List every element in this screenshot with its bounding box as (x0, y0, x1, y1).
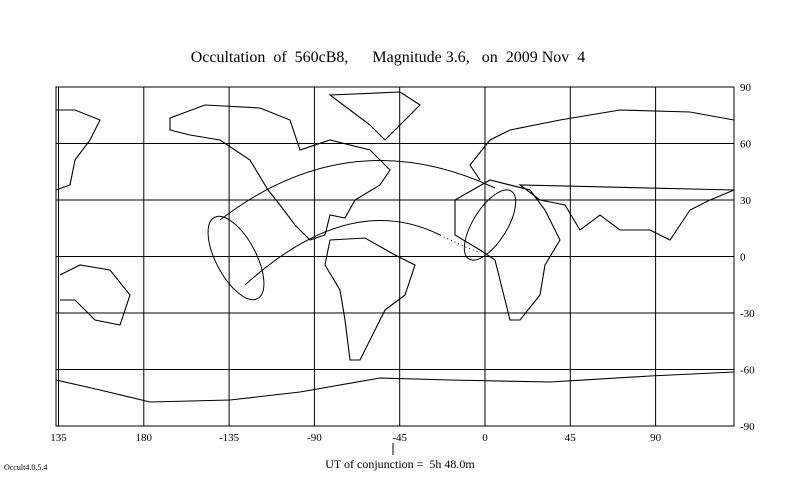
path-limit-north (219, 160, 496, 221)
path-limit-south (244, 220, 441, 286)
occultation-path (207, 160, 517, 301)
lon-tick-label: 180 (136, 432, 153, 444)
lat-tick-label: 60 (740, 139, 752, 151)
title: Occultation of 560cB8, Magnitude 3.6, on… (191, 49, 586, 66)
greenland (328, 91, 421, 141)
shadow-ellipse-start (207, 215, 265, 301)
conjunction-label: UT of conjunction = 5h 48.0m (325, 457, 475, 471)
lon-tick-label: -90 (307, 432, 322, 444)
lat-tick-label: -60 (740, 365, 755, 377)
antarctica (55, 371, 735, 403)
eurasia (469, 109, 735, 241)
south-america (324, 237, 416, 361)
lat-tick-label: -30 (740, 308, 755, 320)
lon-tick-label: 0 (482, 432, 488, 444)
north-america (169, 104, 391, 241)
lat-tick-label: -90 (740, 421, 755, 433)
grid (56, 86, 734, 427)
shadow-ellipse-end (463, 189, 517, 261)
africa (454, 179, 561, 321)
east-asia (55, 109, 101, 191)
lat-tick-label: 30 (740, 195, 752, 207)
lon-tick-label: -135 (219, 432, 240, 444)
lat-tick-label: 0 (740, 252, 746, 264)
lon-tick-label: 45 (565, 432, 577, 444)
lon-tick-label: 135 (50, 432, 67, 444)
australia (59, 264, 131, 326)
lat-tick-label: 90 (740, 82, 752, 94)
version-label: Occult4.0.5.4 (4, 463, 47, 472)
lon-tick-label: 90 (650, 432, 662, 444)
landmasses (55, 91, 735, 403)
lon-tick-label: -45 (392, 432, 407, 444)
map-frame (55, 86, 735, 427)
